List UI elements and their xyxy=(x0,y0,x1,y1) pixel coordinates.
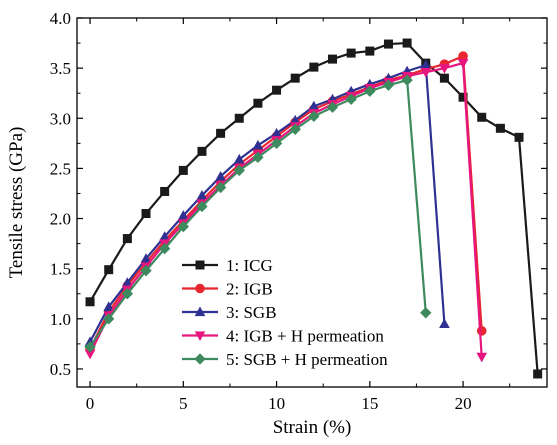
series-5-point-11 xyxy=(289,123,301,135)
series-4-point-21 xyxy=(476,352,488,363)
legend-entry-1: 1: ICG xyxy=(182,256,273,275)
series-4-point-18 xyxy=(420,67,432,78)
y-tick-label: 2.0 xyxy=(50,210,71,229)
series-1-point-6 xyxy=(197,146,207,156)
series-5 xyxy=(84,74,432,353)
series-1-point-16 xyxy=(383,39,393,49)
series-1-point-17 xyxy=(402,38,412,48)
series-1-point-19 xyxy=(439,73,449,83)
series-3-point-1 xyxy=(103,301,115,311)
series-5-point-12 xyxy=(308,110,320,122)
series-3-point-9 xyxy=(252,139,264,150)
series-1-point-10 xyxy=(272,85,282,95)
series-3-point-8 xyxy=(233,153,245,164)
series-5-point-1 xyxy=(103,313,115,325)
legend-swatch-marker xyxy=(195,260,205,270)
legend-swatch-marker xyxy=(194,331,206,341)
y-tick-label: 2.5 xyxy=(50,159,71,178)
series-5-point-0 xyxy=(84,341,96,353)
legend-swatch-marker xyxy=(194,353,206,365)
x-axis-title: Strain (%) xyxy=(273,417,352,438)
series-5-point-16 xyxy=(382,79,395,91)
series-5-point-10 xyxy=(270,137,283,150)
series-5-point-13 xyxy=(326,101,339,113)
legend-swatch-marker xyxy=(194,306,206,317)
series-1-point-13 xyxy=(328,54,338,64)
series-2-line xyxy=(89,54,483,350)
series-1-point-9 xyxy=(253,98,263,108)
legend-label: 1: ICG xyxy=(226,256,273,275)
x-tick-label: 5 xyxy=(179,394,188,413)
series-5-point-9 xyxy=(252,151,264,164)
legend: 1: ICG 2: IGB 3: SGB 4: IGB + H permeation 5… xyxy=(182,256,388,369)
series-5-point-8 xyxy=(233,164,245,177)
legend-entry-4: 4: IGB + H permeation xyxy=(182,327,384,346)
series-4-line xyxy=(89,62,483,357)
series-1-point-14 xyxy=(346,48,356,58)
series-1-point-12 xyxy=(309,62,319,72)
y-tick-label: 3.5 xyxy=(50,59,71,78)
series-1-point-15 xyxy=(365,46,375,56)
series-1-point-8 xyxy=(234,113,244,123)
legend-entry-2: 2: IGB xyxy=(182,280,273,299)
series-5-point-18 xyxy=(420,307,432,319)
legend-entry-5: 5: SGB + H permeation xyxy=(182,350,388,369)
y-tick-label: 3.0 xyxy=(50,109,71,128)
y-tick-label: 1.0 xyxy=(50,310,71,329)
series-5-point-4 xyxy=(158,242,171,255)
legend-label: 3: SGB xyxy=(226,303,277,322)
series-1-point-4 xyxy=(160,186,170,196)
series-1-point-23 xyxy=(514,132,524,142)
x-tick-label: 0 xyxy=(86,394,95,413)
series-5-point-5 xyxy=(177,220,189,233)
axes: 0 5 10 15 20 0.5 1.0 1.5 2.0 2.5 3.0 3.5 4.0 xyxy=(50,9,548,413)
plot-marks xyxy=(84,38,543,379)
y-tick-label: 4.0 xyxy=(50,9,71,28)
series-3-point-19 xyxy=(439,318,450,328)
series-5-point-2 xyxy=(121,288,134,300)
series-1-point-5 xyxy=(178,165,188,175)
series-5-point-15 xyxy=(364,85,376,97)
series-1-point-7 xyxy=(216,128,226,138)
series-1-point-11 xyxy=(290,73,300,83)
x-tick-label: 15 xyxy=(361,394,378,413)
y-tick-label: 1.5 xyxy=(50,260,71,279)
series-4-point-19 xyxy=(439,63,450,74)
series-5-point-3 xyxy=(140,265,152,277)
series-1-point-2 xyxy=(122,234,132,244)
y-axis-title: Tensile stress (GPa) xyxy=(6,127,27,279)
series-1-point-24 xyxy=(533,369,543,379)
series-5-point-6 xyxy=(196,200,208,213)
series-5-point-7 xyxy=(214,181,227,194)
series-1-point-3 xyxy=(141,209,151,219)
series-1-point-22 xyxy=(495,123,505,133)
series-4-point-20 xyxy=(457,58,469,69)
plot-frame xyxy=(76,17,548,388)
series-1 xyxy=(85,38,543,379)
legend-swatch-marker xyxy=(195,283,205,294)
series-5-point-17 xyxy=(401,74,413,86)
series-1-point-21 xyxy=(477,112,487,122)
series-5-point-14 xyxy=(345,93,357,105)
legend-entry-3: 3: SGB xyxy=(182,303,277,322)
series-1-point-1 xyxy=(104,265,114,275)
series-1-point-20 xyxy=(458,92,468,102)
y-tick-label: 0.5 xyxy=(50,360,71,379)
series-2-point-21 xyxy=(476,326,487,336)
legend-label: 5: SGB + H permeation xyxy=(226,350,388,369)
legend-label: 4: IGB + H permeation xyxy=(226,327,384,346)
x-tick-label: 10 xyxy=(268,394,285,413)
series-3-point-7 xyxy=(215,170,226,181)
series-1-point-0 xyxy=(85,297,95,307)
x-tick-label: 20 xyxy=(455,394,472,413)
legend-label: 2: IGB xyxy=(226,280,273,299)
